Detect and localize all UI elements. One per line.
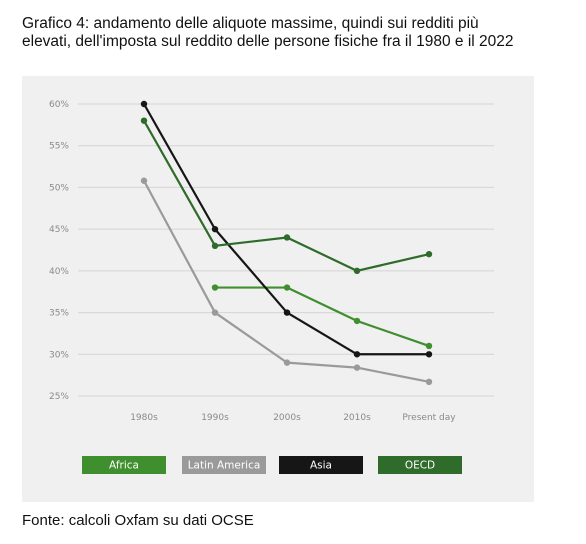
legend-label-africa: Africa	[109, 460, 139, 472]
x-tick-label: 2000s	[273, 413, 301, 423]
legend-label-latin-america: Latin America	[188, 460, 261, 472]
legend-label-asia: Asia	[310, 460, 332, 472]
data-point-oecd	[283, 234, 291, 241]
data-point-oecd	[353, 267, 361, 275]
legend: Africa Latin America Asia OECD	[82, 456, 462, 474]
x-tick-label: Present day	[402, 413, 456, 423]
x-tick-label: 2010s	[343, 413, 371, 423]
data-point-asia	[425, 351, 433, 358]
x-tick-label: 1980s	[130, 413, 158, 423]
y-tick-label: 40%	[49, 267, 69, 277]
x-tick-label: 1990s	[201, 413, 229, 423]
data-point-asia	[283, 309, 291, 316]
chart-panel: 60% 55% 50% 45% 40% 35% 30% 25% 1980s 1990s 2000s…	[22, 76, 534, 502]
y-tick-label: 60%	[49, 100, 69, 110]
legend-swatch-asia	[279, 456, 363, 474]
legend-swatch-latin-america	[182, 456, 266, 474]
y-axis-labels: 60% 55% 50% 45% 40% 35% 30% 25%	[49, 100, 69, 402]
data-point-latin-america	[283, 359, 291, 366]
data-point-asia	[211, 225, 219, 233]
source-note: Fonte: calcoli Oxfam su dati OCSE	[22, 512, 254, 529]
y-tick-label: 25%	[49, 392, 69, 402]
data-point-africa	[211, 284, 219, 291]
data-point-africa	[425, 342, 433, 350]
legend-swatch-oecd	[378, 456, 462, 474]
data-point-asia	[353, 351, 361, 358]
data-point-asia	[140, 100, 148, 108]
y-tick-label: 30%	[49, 350, 69, 360]
series-points	[140, 100, 433, 386]
data-point-oecd	[425, 250, 433, 258]
data-point-latin-america	[353, 364, 361, 371]
data-point-latin-america	[425, 378, 433, 386]
series-line-latin-america	[143, 180, 430, 383]
series-line-oecd	[143, 120, 430, 272]
y-tick-label: 35%	[49, 309, 69, 319]
data-point-latin-america	[140, 177, 148, 184]
data-point-oecd	[211, 242, 219, 250]
line-chart: 60% 55% 50% 45% 40% 35% 30% 25% 1980s 1990s 2000s…	[49, 100, 494, 474]
data-point-oecd	[140, 117, 148, 124]
data-point-africa	[283, 284, 291, 291]
series-line-africa	[215, 286, 430, 347]
legend-swatch-africa	[82, 456, 166, 474]
y-tick-label: 55%	[49, 142, 69, 152]
data-point-latin-america	[211, 309, 219, 316]
gridlines	[78, 103, 494, 397]
legend-label-oecd: OECD	[405, 460, 435, 472]
y-tick-label: 45%	[49, 225, 69, 235]
data-point-africa	[353, 317, 361, 325]
chart-title: Grafico 4: andamento delle aliquote mass…	[22, 15, 514, 50]
x-axis-labels: 1980s 1990s 2000s 2010s Present day	[130, 413, 456, 423]
y-tick-label: 50%	[49, 183, 69, 193]
